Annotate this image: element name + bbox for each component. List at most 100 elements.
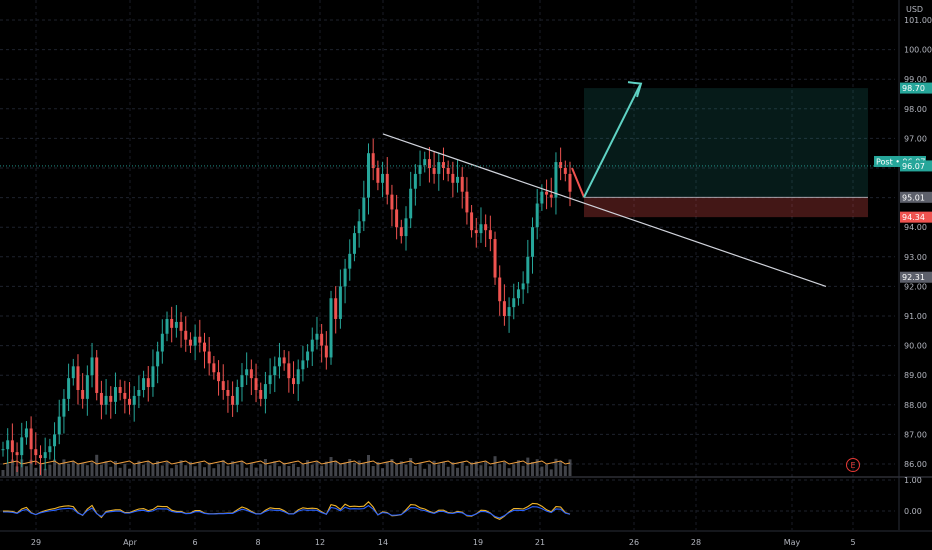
volume-bar (324, 461, 328, 476)
long-position-zone[interactable] (584, 88, 868, 218)
candle-body (301, 360, 305, 370)
candle-body (57, 416, 61, 435)
volume-bar (184, 465, 188, 476)
price-tick-label: 93.00 (904, 253, 927, 262)
candle-body (427, 159, 431, 168)
candle-body (226, 390, 230, 396)
volume-bar (460, 462, 464, 476)
candle-body (29, 428, 33, 450)
candle-body (465, 191, 469, 213)
volume-bar (516, 460, 520, 476)
candle-body (6, 440, 10, 450)
time-tick-label: 8 (255, 538, 260, 547)
volume-bar (245, 467, 249, 476)
candle-body (123, 392, 127, 399)
price-tick-label: 90.00 (904, 342, 927, 351)
volume-bar (404, 464, 408, 476)
stop-zone (584, 197, 868, 218)
volume-bar (123, 463, 127, 476)
earnings-badge[interactable]: E (846, 458, 860, 472)
price-tick-label: 98.00 (904, 105, 927, 114)
volume-bar (329, 457, 333, 476)
candle-body (10, 440, 14, 453)
candle-body (479, 224, 483, 234)
volume-bar (179, 460, 183, 476)
candle-body (502, 301, 506, 316)
oscillator-line-b (3, 504, 571, 519)
volume-bar (226, 465, 230, 476)
projection-arrow[interactable] (571, 81, 643, 198)
volume-bar (357, 460, 361, 476)
volume-bar (67, 463, 71, 476)
volume-bar (549, 469, 553, 476)
candle-body (109, 395, 113, 402)
price-axis[interactable]: 101.00100.0099.0098.0097.0096.0095.0094.… (898, 0, 932, 530)
candle-body (128, 398, 132, 405)
candle-body (277, 357, 281, 367)
candle-body (413, 173, 417, 189)
currency-label: USD (906, 5, 923, 14)
volume-bar (235, 464, 239, 476)
volume-bar (301, 464, 305, 476)
candle-body (221, 381, 225, 390)
volume-bar (399, 461, 403, 476)
candle-body (390, 194, 394, 210)
volume-bar (413, 466, 417, 476)
time-tick-label: Apr (123, 538, 138, 547)
candle-body (67, 378, 71, 399)
volume-bar (484, 461, 488, 476)
candle-body (95, 357, 99, 393)
volume-bar (34, 467, 38, 476)
candle-body (273, 366, 277, 376)
volume-bar (441, 461, 445, 476)
candle-body (118, 387, 122, 393)
price-tick-label: 86.00 (904, 460, 927, 469)
volume-bar (474, 461, 478, 476)
volume-bar (559, 460, 563, 476)
candle-body (81, 390, 85, 399)
candle-body (395, 209, 399, 228)
volume-bar (62, 459, 66, 476)
volume-bar (282, 462, 286, 476)
price-tag-label: 96.07 (902, 162, 925, 171)
candle-body (76, 366, 80, 390)
volume-bar (531, 462, 535, 476)
candle-body (437, 162, 441, 174)
trendline[interactable] (382, 133, 827, 287)
volume-bar (29, 459, 33, 476)
time-axis[interactable]: 29 Apr 6 8 12 14 19 21 26 28 May 5 (0, 530, 932, 547)
volume-bar (132, 464, 136, 476)
price-tick-label: 88.00 (904, 401, 927, 410)
candle-body (456, 176, 460, 183)
volume-bar (385, 461, 389, 476)
candle-body (521, 283, 525, 290)
candle-body (310, 339, 314, 352)
candle-body (516, 289, 520, 299)
volume-bars (1, 454, 572, 476)
volume-bar (263, 459, 267, 476)
candle-body (268, 375, 272, 385)
candle-body (320, 333, 324, 346)
volume-bar (160, 465, 164, 476)
volume-bar (287, 466, 291, 476)
candle-body (198, 336, 202, 343)
volume-bar (446, 466, 450, 476)
volume-bar (85, 465, 89, 476)
arrow-head (627, 81, 643, 98)
volume-bar (540, 466, 544, 476)
volume-bar (118, 467, 122, 476)
price-tag-label: 98.70 (902, 84, 925, 93)
volume-bar (198, 462, 202, 476)
candle-body (376, 168, 380, 183)
candle-body (292, 378, 296, 385)
volume-bar (563, 465, 567, 476)
candle-body (146, 378, 150, 388)
volume-bar (427, 464, 431, 476)
volume-bar (535, 459, 539, 476)
candle-body (263, 384, 267, 399)
candle-body (254, 378, 258, 390)
volume-bar (338, 463, 342, 476)
volume-bar (381, 468, 385, 476)
